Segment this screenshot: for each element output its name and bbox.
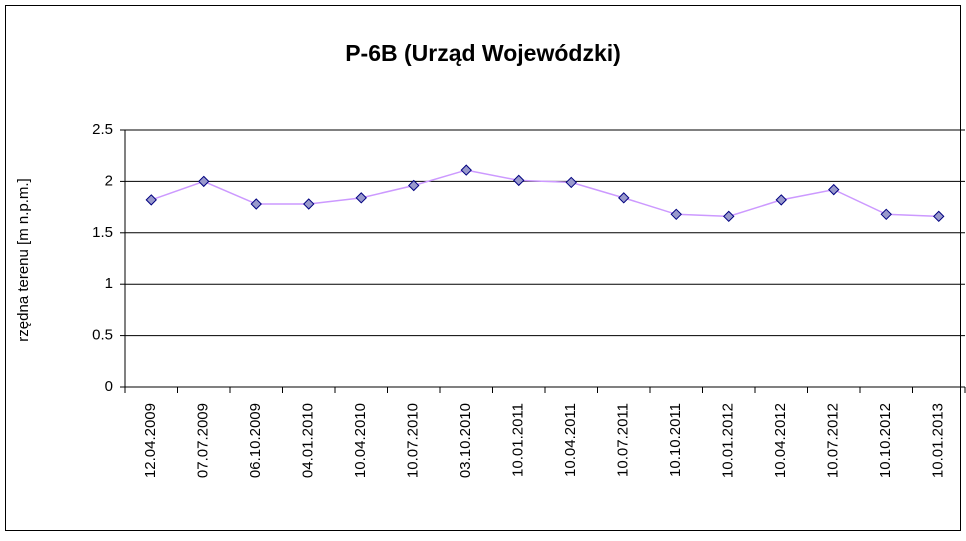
marker — [460, 164, 472, 176]
x-tick-label: 03.10.2010 — [457, 403, 474, 478]
x-tick-label: 10.04.2012 — [772, 403, 789, 478]
marker — [145, 194, 157, 206]
marker — [303, 198, 315, 210]
line — [151, 169, 939, 218]
x-tick-label: 10.07.2010 — [405, 403, 422, 478]
x-tick-label: 10.04.2010 — [352, 403, 369, 478]
x-tick-label: 10.01.2011 — [510, 403, 527, 477]
marker — [880, 208, 892, 221]
marker — [198, 175, 210, 188]
chart-title: P-6B (Urząd Wojewódzki) — [345, 40, 621, 66]
marker — [355, 192, 367, 204]
marker — [775, 194, 787, 206]
x-tick-label: 10.10.2011 — [667, 403, 684, 477]
x-tick-label: 12.04.2009 — [142, 403, 159, 478]
y-tick-label: 2 — [105, 172, 113, 189]
marker — [565, 176, 577, 189]
x-tick-label: 10.01.2012 — [720, 403, 737, 478]
x-tick-label: 10.07.2011 — [615, 403, 632, 477]
marker — [670, 208, 682, 221]
x-tick-label: 06.10.2009 — [247, 403, 264, 478]
marker — [723, 210, 735, 223]
x-tick-label: 07.07.2009 — [195, 403, 212, 478]
chart-frame — [5, 5, 961, 531]
x-tick-label: 04.01.2010 — [300, 403, 317, 478]
marker — [250, 198, 262, 210]
y-tick-label: 1 — [105, 275, 113, 292]
y-tick-label: 0 — [105, 378, 113, 395]
marker — [408, 179, 420, 192]
y-axis-label: rzędna terenu [m n.p.m.] — [15, 178, 32, 341]
marker — [618, 192, 630, 204]
x-tick-label: 10.04.2011 — [562, 403, 579, 477]
marker — [933, 210, 945, 223]
y-tick-label: 2.5 — [92, 121, 113, 138]
marker — [828, 183, 840, 196]
x-tick-label: 10.01.2013 — [930, 403, 947, 478]
x-tick-label: 10.07.2012 — [825, 403, 842, 478]
y-tick-label: 1.5 — [92, 224, 113, 241]
y-tick-label: 0.5 — [92, 327, 113, 344]
marker — [513, 174, 525, 187]
x-tick-label: 10.10.2012 — [877, 403, 894, 478]
